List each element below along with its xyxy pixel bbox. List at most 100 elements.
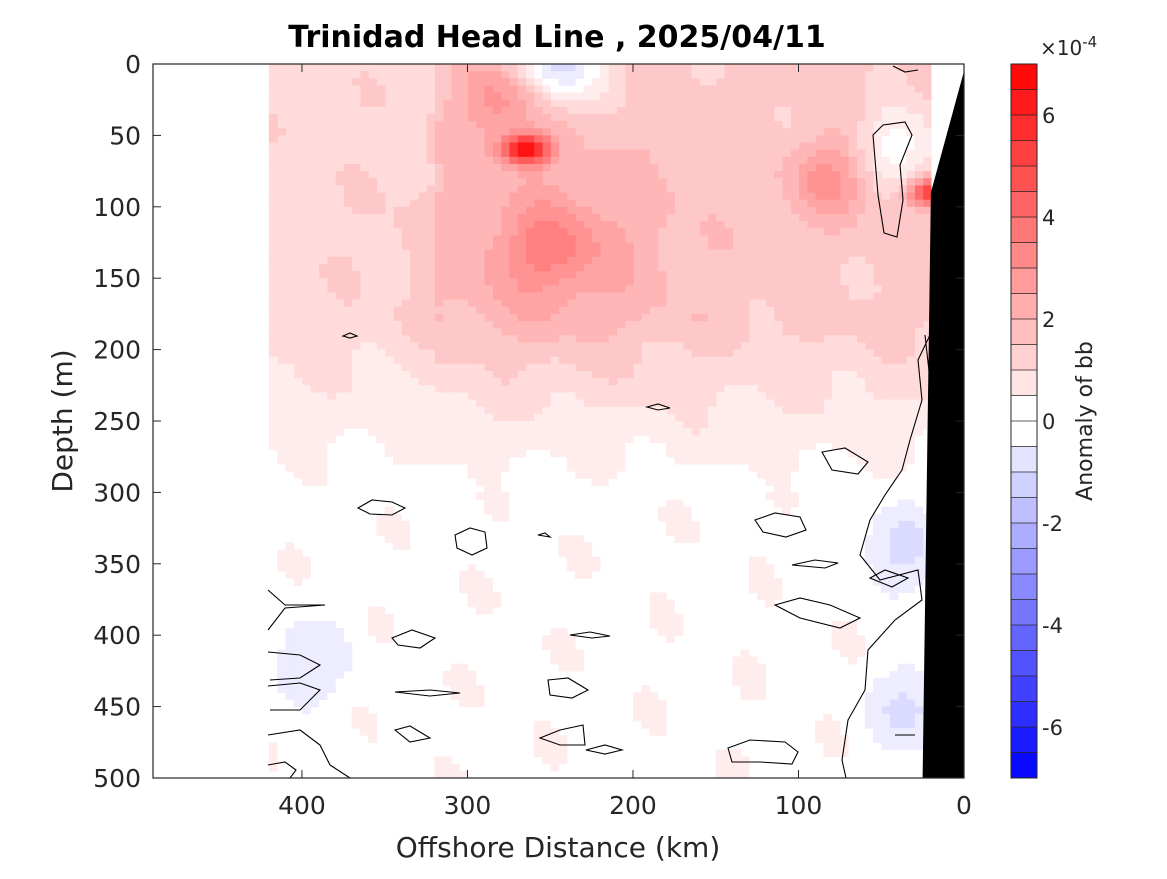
anomaly-cell	[583, 121, 593, 129]
anomaly-cell	[806, 171, 816, 179]
anomaly-cell	[848, 278, 858, 286]
anomaly-cell	[599, 356, 609, 365]
anomaly-cell	[326, 620, 336, 629]
anomaly-cell	[492, 285, 502, 294]
anomaly-cell	[376, 363, 386, 372]
anomaly-cell	[839, 292, 849, 301]
anomaly-cell	[310, 685, 320, 693]
anomaly-cell	[533, 263, 543, 272]
anomaly-cell	[310, 649, 320, 658]
anomaly-cell	[632, 106, 642, 115]
anomaly-cell	[368, 371, 378, 379]
anomaly-cell	[624, 149, 634, 158]
anomaly-cell	[715, 71, 725, 79]
anomaly-cell	[434, 756, 444, 765]
anomaly-cell	[632, 121, 642, 129]
anomaly-cell	[699, 306, 709, 315]
anomaly-cell	[608, 249, 618, 258]
anomaly-cell	[806, 285, 816, 294]
anomaly-cell	[732, 171, 742, 179]
anomaly-cell	[682, 356, 692, 365]
anomaly-cell	[575, 371, 584, 379]
anomaly-cell	[459, 113, 469, 122]
anomaly-cell	[318, 199, 328, 208]
anomaly-cell	[872, 570, 882, 579]
anomaly-cell	[326, 299, 336, 308]
anomaly-cell	[384, 221, 394, 229]
anomaly-cell	[806, 113, 816, 122]
anomaly-cell	[740, 71, 750, 79]
anomaly-cell	[475, 235, 485, 244]
anomaly-cell	[815, 313, 824, 322]
anomaly-cell	[881, 520, 891, 529]
anomaly-cell	[632, 692, 642, 701]
anomaly-cell	[790, 378, 800, 386]
anomaly-cell	[922, 142, 932, 151]
anomaly-cell	[674, 228, 684, 236]
anomaly-cell	[922, 335, 932, 344]
anomaly-cell	[583, 328, 593, 336]
anomaly-cell	[914, 549, 924, 558]
anomaly-cell	[533, 213, 543, 222]
anomaly-cell	[541, 399, 551, 408]
anomaly-cell	[856, 428, 866, 436]
anomaly-cell	[417, 392, 427, 401]
anomaly-cell	[268, 121, 278, 129]
anomaly-cell	[815, 278, 824, 286]
anomaly-cell	[500, 342, 510, 351]
anomaly-cell	[566, 321, 576, 329]
anomaly-cell	[343, 64, 353, 72]
anomaly-cell	[277, 163, 287, 172]
anomaly-cell	[881, 299, 891, 308]
anomaly-cell	[748, 299, 758, 308]
anomaly-cell	[823, 413, 833, 422]
anomaly-cell	[517, 199, 526, 208]
anomaly-cell	[326, 113, 336, 122]
anomaly-cell	[310, 78, 320, 87]
anomaly-cell	[906, 78, 915, 87]
anomaly-cell	[492, 128, 502, 136]
anomaly-cell	[748, 356, 758, 365]
anomaly-cell	[781, 242, 791, 251]
anomaly-cell	[657, 421, 667, 429]
anomaly-cell	[301, 342, 311, 351]
anomaly-cell	[674, 142, 684, 151]
anomaly-cell	[897, 371, 907, 379]
anomaly-cell	[558, 99, 568, 108]
anomaly-cell	[649, 435, 659, 444]
anomaly-cell	[434, 363, 444, 372]
anomaly-cell	[484, 149, 493, 158]
anomaly-cell	[715, 192, 725, 201]
anomaly-cell	[434, 449, 444, 458]
anomaly-cell	[392, 528, 402, 536]
anomaly-cell	[293, 335, 303, 344]
anomaly-cell	[426, 121, 435, 129]
anomaly-cell	[475, 113, 485, 122]
anomaly-cell	[475, 335, 485, 344]
anomaly-cell	[881, 463, 891, 472]
anomaly-cell	[674, 263, 684, 272]
anomaly-cell	[575, 106, 584, 115]
anomaly-cell	[906, 549, 915, 558]
anomaly-cell	[583, 171, 593, 179]
anomaly-cell	[649, 263, 659, 272]
anomaly-cell	[301, 249, 311, 258]
anomaly-cell	[376, 213, 386, 222]
anomaly-cell	[707, 406, 717, 415]
anomaly-cell	[392, 71, 402, 79]
anomaly-cell	[914, 185, 924, 194]
anomaly-cell	[740, 128, 750, 136]
anomaly-cell	[558, 113, 568, 122]
anomaly-cell	[632, 156, 642, 165]
anomaly-cell	[450, 385, 460, 394]
anomaly-cell	[798, 342, 808, 351]
anomaly-cell	[541, 135, 551, 144]
anomaly-cell	[765, 156, 775, 165]
anomaly-cell	[823, 221, 833, 229]
anomaly-cell	[384, 106, 394, 115]
anomaly-cell	[856, 385, 866, 394]
anomaly-cell	[442, 306, 452, 315]
anomaly-cell	[368, 256, 378, 265]
anomaly-cell	[757, 306, 766, 315]
anomaly-cell	[376, 528, 386, 536]
